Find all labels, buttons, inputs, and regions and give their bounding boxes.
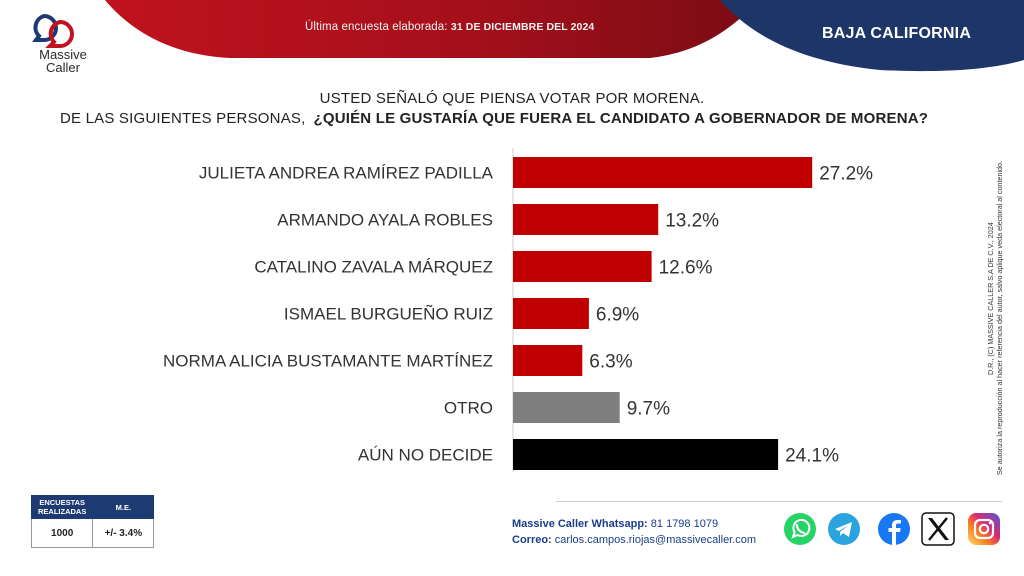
whatsapp-number[interactable]: 81 1798 1079 [650, 518, 719, 530]
question-line2: DE LAS SIGUIENTES PERSONAS, ¿QUIÉN LE GUS… [60, 110, 928, 127]
category-label: OTRO [444, 399, 493, 418]
category-label: JULIETA ANDREA RAMÍREZ PADILLA [199, 164, 494, 183]
telegram-icon[interactable] [827, 512, 861, 546]
encuestas-header: ENCUESTAS REALIZADAS [30, 495, 94, 519]
survey-stats-table: ENCUESTAS REALIZADAS M.E. 1000 +/- 3.4% [30, 495, 155, 548]
category-label: CATALINO ZAVALA MÁRQUEZ [254, 258, 493, 277]
value-label: 6.3% [589, 352, 632, 373]
footer-divider [556, 501, 1002, 502]
facebook-icon[interactable] [877, 512, 911, 546]
copyright-line1: D.R., (C) MASSIVE CALLER S.A DE C.V., 20… [986, 222, 995, 375]
category-label: NORMA ALICIA BUSTAMANTE MARTÍNEZ [163, 352, 493, 371]
copyright-note: D.R., (C) MASSIVE CALLER S.A DE C.V., 20… [986, 161, 1004, 475]
value-label: 13.2% [665, 211, 719, 232]
whatsapp-icon[interactable] [783, 512, 817, 546]
category-label: AÚN NO DECIDE [358, 446, 493, 465]
copyright-line2: Se autoriza la reproducción al hacer ref… [995, 161, 1004, 475]
value-label: 24.1% [785, 446, 839, 467]
value-label: 27.2% [819, 164, 873, 185]
x-icon[interactable] [921, 512, 955, 546]
me-header: M.E. [92, 495, 155, 519]
whatsapp-line: Massive Caller Whatsapp: 81 1798 1079 [512, 518, 719, 530]
category-label: ISMAEL BURGUEÑO RUIZ [284, 305, 493, 324]
survey-date-text: Última encuesta elaborada: 31 DE DICIEMB… [305, 21, 595, 33]
banner-navy-shape [720, 0, 1024, 72]
bar-chart: JULIETA ANDREA RAMÍREZ PADILLA 27.2% ARMAN… [163, 148, 873, 472]
email-line: Correo: carlos.campos.riojas@massivecall… [512, 534, 757, 546]
bar [513, 439, 779, 470]
region-label: BAJA CALIFORNIA [822, 25, 972, 42]
bar [513, 298, 589, 329]
email-link[interactable]: carlos.campos.riojas@massivecaller.com [554, 534, 757, 546]
question-line2-lead: DE LAS SIGUIENTES PERSONAS, [60, 110, 306, 127]
bar [513, 251, 652, 282]
bar [513, 345, 583, 376]
bar [513, 204, 659, 235]
logo-line1: Massive [39, 47, 87, 62]
banner-red-shape [105, 0, 760, 58]
question-line1: USTED SEÑALÓ QUE PIENSA VOTAR POR MORENA… [319, 90, 705, 107]
massive-caller-logo [32, 13, 74, 48]
bar [513, 157, 813, 188]
logo-wordmark: Massive Caller [32, 48, 94, 74]
category-label: ARMANDO AYALA ROBLES [277, 211, 493, 230]
me-value: +/- 3.4% [92, 518, 155, 548]
contact-info: Massive Caller Whatsapp: 81 1798 1079 Co… [512, 516, 756, 548]
instagram-icon[interactable] [967, 512, 1001, 546]
bar [513, 392, 620, 423]
question-line2-bold: ¿QUIÉN LE GUSTARÍA QUE FUERA EL CANDIDAT… [313, 110, 929, 127]
encuestas-value: 1000 [30, 518, 94, 548]
value-label: 6.9% [596, 305, 639, 326]
value-label: 12.6% [659, 258, 713, 279]
top-banner [105, 0, 1024, 72]
logo-line2: Caller [46, 60, 80, 75]
value-label: 9.7% [627, 399, 670, 420]
